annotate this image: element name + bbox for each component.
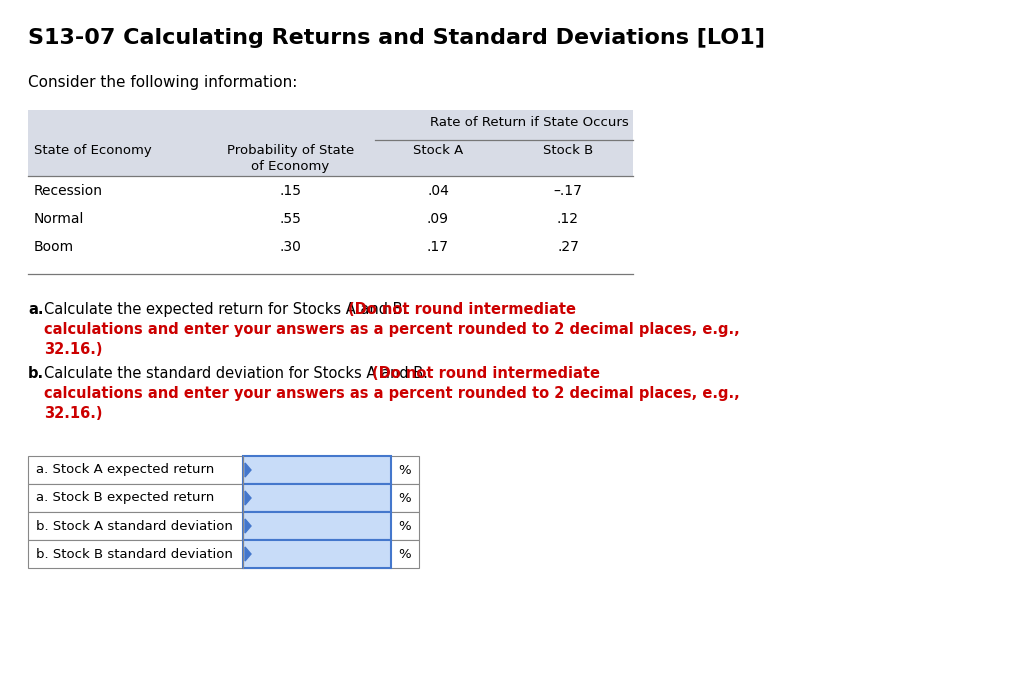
Text: a. Stock A expected return: a. Stock A expected return (36, 464, 214, 477)
Text: .17: .17 (427, 240, 449, 254)
Text: Recession: Recession (34, 184, 103, 198)
Bar (28, 110, 633, 176)
Bar (28, 512, 419, 540)
Text: Stock A: Stock A (413, 144, 463, 157)
Text: .09: .09 (427, 212, 449, 226)
Text: Consider the following information:: Consider the following information: (28, 75, 297, 90)
Text: 32.16.): 32.16.) (44, 342, 102, 357)
Text: b. Stock A standard deviation: b. Stock A standard deviation (36, 519, 232, 532)
Text: S13-07 Calculating Returns and Standard Deviations [LO1]: S13-07 Calculating Returns and Standard … (28, 28, 765, 48)
Text: b.: b. (28, 366, 44, 381)
Text: %: % (398, 519, 412, 532)
Bar (243, 484, 391, 512)
Text: .30: .30 (280, 240, 301, 254)
Bar (243, 512, 391, 540)
Text: .55: .55 (280, 212, 301, 226)
Text: .15: .15 (280, 184, 301, 198)
Polygon shape (245, 547, 251, 561)
Text: .12: .12 (557, 212, 579, 226)
Bar (243, 540, 391, 568)
Polygon shape (245, 463, 251, 477)
Text: .04: .04 (427, 184, 449, 198)
Text: Calculate the expected return for Stocks A and B.: Calculate the expected return for Stocks… (44, 302, 412, 317)
Text: %: % (398, 464, 412, 477)
Text: Rate of Return if State Occurs: Rate of Return if State Occurs (430, 116, 629, 129)
Bar (28, 540, 419, 568)
Text: –.17: –.17 (554, 184, 583, 198)
Text: 32.16.): 32.16.) (44, 406, 102, 421)
Text: a. Stock B expected return: a. Stock B expected return (36, 492, 214, 504)
Text: Boom: Boom (34, 240, 74, 254)
Bar (243, 456, 391, 484)
Text: calculations and enter your answers as a percent rounded to 2 decimal places, e.: calculations and enter your answers as a… (44, 322, 739, 337)
Text: (Do not round intermediate: (Do not round intermediate (348, 302, 575, 317)
Polygon shape (245, 491, 251, 505)
Bar (28, 456, 419, 484)
Text: b. Stock B standard deviation: b. Stock B standard deviation (36, 547, 232, 560)
Text: Normal: Normal (34, 212, 84, 226)
Bar (28, 484, 419, 512)
Text: %: % (398, 492, 412, 504)
Text: %: % (398, 547, 412, 560)
Text: a.: a. (28, 302, 43, 317)
Text: (Do not round intermediate: (Do not round intermediate (372, 366, 600, 381)
Text: State of Economy: State of Economy (34, 144, 152, 157)
Text: Probability of State
of Economy: Probability of State of Economy (227, 144, 354, 173)
Text: calculations and enter your answers as a percent rounded to 2 decimal places, e.: calculations and enter your answers as a… (44, 386, 739, 401)
Text: .27: .27 (557, 240, 579, 254)
Text: Calculate the standard deviation for Stocks A and B.: Calculate the standard deviation for Sto… (44, 366, 432, 381)
Polygon shape (245, 519, 251, 533)
Text: Stock B: Stock B (543, 144, 593, 157)
